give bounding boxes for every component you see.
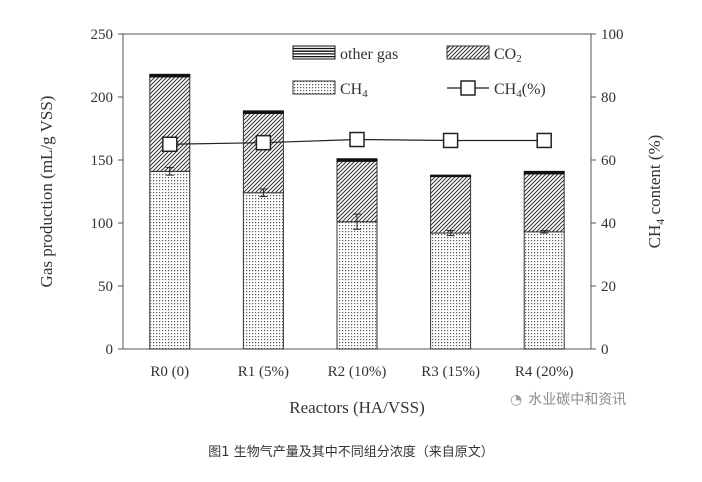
bar-other-gas xyxy=(523,170,565,175)
y2-tick-label: 40 xyxy=(601,216,616,232)
wechat-icon: ◔ xyxy=(510,392,523,408)
ch4-percent-marker xyxy=(349,131,365,148)
y2-tick-label: 60 xyxy=(601,153,616,169)
x-tick-label: R0 (0) xyxy=(150,364,189,380)
watermark-text: 水业碳中和资讯 xyxy=(528,392,627,408)
y-tick-label: 50 xyxy=(98,279,113,295)
bar-ch4 xyxy=(430,232,472,350)
bar-other-gas xyxy=(430,174,472,178)
y-tick-label: 100 xyxy=(91,216,114,232)
legend-label-ch4: CH4 xyxy=(340,81,368,100)
legend-label-co2: CO2 xyxy=(494,46,522,65)
x-axis-title: Reactors (HA/VSS) xyxy=(289,398,425,417)
bar-ch4 xyxy=(336,221,378,350)
bar-co2 xyxy=(336,160,378,223)
bar-ch4 xyxy=(242,192,284,350)
ch4-percent-marker xyxy=(442,132,459,149)
x-tick-label: R4 (20%) xyxy=(515,364,574,380)
y-tick-label: 0 xyxy=(106,342,114,358)
y-axis-title: Gas production (mL/g VSS) xyxy=(37,96,56,288)
legend-label-other-gas: other gas xyxy=(340,46,398,63)
legend-swatch-co2 xyxy=(446,45,490,60)
y2-tick-label: 100 xyxy=(601,27,624,43)
legend-swatch-ch4 xyxy=(292,80,336,95)
watermark: ◔ 水业碳中和资讯 xyxy=(510,389,626,409)
bar-co2 xyxy=(523,173,565,233)
legend-label-ch4-percent: CH4(%) xyxy=(494,81,546,100)
bar-other-gas xyxy=(242,110,284,114)
x-tick-label: R1 (5%) xyxy=(238,364,289,380)
bar-other-gas xyxy=(336,158,378,162)
ch4-percent-marker xyxy=(536,132,552,149)
y-tick-label: 250 xyxy=(91,27,114,43)
y2-axis-title: CH4 content (%) xyxy=(645,135,667,249)
bar-co2 xyxy=(242,112,284,194)
bar-ch4 xyxy=(523,231,565,350)
y2-tick-label: 80 xyxy=(601,90,616,106)
bar-ch4 xyxy=(149,170,191,350)
bar-other-gas xyxy=(149,73,191,78)
y-tick-label: 200 xyxy=(91,90,114,106)
y2-tick-label: 0 xyxy=(601,342,609,358)
x-tick-label: R2 (10%) xyxy=(328,364,387,380)
bar-co2 xyxy=(430,175,472,234)
y2-tick-label: 20 xyxy=(601,279,616,295)
ch4-percent-marker xyxy=(255,134,272,151)
bar-co2 xyxy=(149,76,191,172)
legend-swatch-ch4-percent-marker xyxy=(460,80,476,96)
ch4-percent-marker xyxy=(162,136,178,152)
gas-production-chart: 0 50 100 150 200 250 0 20 40 60 80 100 R0 (0) R1 (5%)… xyxy=(37,27,667,417)
legend-swatch-other-gas xyxy=(292,45,336,60)
x-tick-label: R3 (15%) xyxy=(421,364,480,380)
figure-caption: 图1 生物气产量及其中不同组分浓度（来自原文） xyxy=(208,445,494,460)
y-tick-label: 150 xyxy=(91,153,114,169)
